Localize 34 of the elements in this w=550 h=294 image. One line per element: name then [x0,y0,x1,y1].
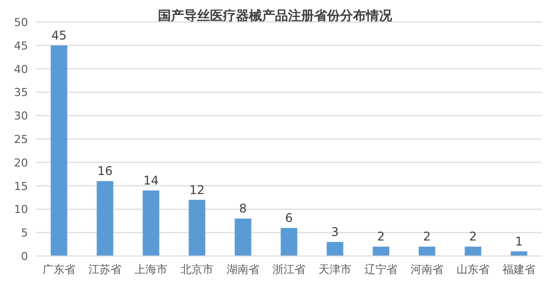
data-label: 1 [515,234,523,248]
x-tick-label: 湖南省 [226,263,260,276]
x-tick-label: 辽宁省 [364,263,398,276]
y-tick-label: 20 [14,156,28,170]
y-tick-label: 15 [14,180,28,193]
x-tick-label: 江苏省 [88,263,122,276]
x-tick-label: 浙江省 [272,263,306,276]
y-tick-label: 25 [14,133,28,146]
y-tick-label: 10 [14,203,28,216]
y-tick-label: 5 [21,226,28,240]
data-label: 2 [377,230,385,244]
data-label: 2 [469,230,477,244]
y-tick-label: 45 [14,39,28,52]
chart-title: 国产导丝医疗器械产品注册省份分布情况 [158,8,393,24]
data-label: 2 [423,230,431,244]
data-label: 14 [143,173,159,188]
data-label: 3 [331,224,339,239]
y-tick-label: 40 [14,62,28,76]
data-label: 16 [97,164,113,178]
data-label: 12 [189,182,205,197]
y-tick-label: 30 [14,110,28,123]
y-tick-label: 0 [21,250,28,263]
x-tick-label: 上海市 [134,263,168,276]
data-label: 8 [239,202,247,216]
data-label: 45 [51,28,67,42]
x-tick-label: 河南省 [410,263,444,276]
y-tick-label: 35 [14,86,28,100]
x-tick-label: 福建省 [502,263,536,276]
x-tick-label: 山东省 [456,263,490,276]
y-tick-label: 50 [14,16,28,29]
data-label: 6 [285,210,293,225]
x-tick-label: 广东省 [42,263,76,276]
x-tick-label: 天津市 [318,263,352,276]
x-tick-label: 北京市 [180,263,214,276]
